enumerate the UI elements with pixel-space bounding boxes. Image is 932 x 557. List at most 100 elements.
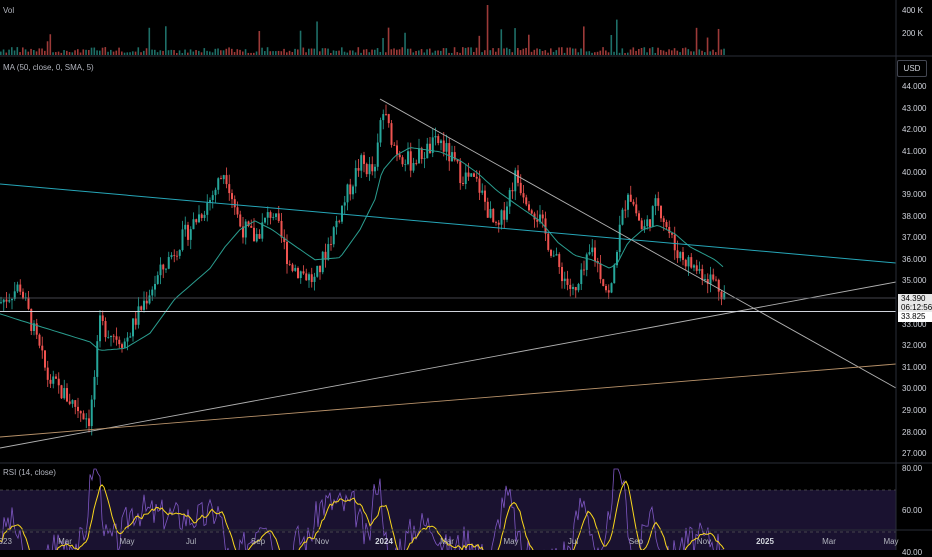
candle-body — [679, 252, 682, 259]
candle-body — [319, 265, 321, 273]
volume-bar — [651, 47, 654, 55]
candle-body — [577, 284, 580, 291]
candle-body — [541, 214, 544, 219]
price-axis-label: 28.000 — [902, 427, 927, 437]
candle-body — [346, 184, 349, 203]
candle-body — [352, 186, 354, 195]
candle-body — [712, 274, 715, 280]
candle-body — [85, 418, 88, 420]
volume-bar — [288, 50, 291, 55]
price-axis-label: 37.000 — [902, 233, 927, 243]
time-axis-label: Nov — [314, 537, 330, 546]
descending-trendline[interactable] — [379, 98, 897, 389]
volume-bar — [137, 47, 140, 55]
volume-bar — [528, 34, 530, 55]
candle-body — [627, 194, 629, 210]
ma50-line[interactable] — [0, 147, 724, 351]
candle-body — [231, 193, 233, 200]
candle-body — [33, 323, 35, 332]
candle-body — [167, 257, 170, 269]
candle-body — [379, 120, 382, 143]
candle-body — [101, 315, 104, 322]
volume-bar — [129, 52, 131, 55]
candle-body — [632, 201, 635, 205]
volume-bar — [602, 47, 604, 55]
candle-body — [297, 267, 299, 278]
candle-body — [145, 300, 148, 304]
volume-pane-title[interactable]: Vol — [3, 6, 15, 15]
volume-bar — [387, 27, 390, 55]
volume-bar — [693, 51, 695, 55]
volume-bar — [214, 48, 217, 55]
volume-bar — [426, 49, 428, 55]
volume-bar — [605, 50, 607, 55]
candle-body — [657, 198, 660, 206]
candle-body — [198, 214, 200, 223]
teal-trendline[interactable] — [0, 183, 897, 264]
candle-body — [159, 264, 162, 276]
volume-bar — [231, 48, 233, 55]
ma-indicator-title[interactable]: MA (50, close, 0, SMA, 5) — [3, 63, 94, 72]
rsi-indicator-title[interactable]: RSI (14, close) — [3, 468, 56, 477]
candle-body — [404, 164, 407, 165]
volume-bar — [635, 50, 637, 55]
volume-bar — [192, 51, 195, 55]
ascending-trendline[interactable] — [0, 281, 897, 449]
candle-body — [497, 222, 500, 225]
volume-bar — [591, 52, 593, 55]
candle-body — [134, 318, 137, 325]
volume-bar — [701, 50, 703, 55]
candle-body — [580, 269, 583, 285]
volume-bar — [324, 48, 327, 55]
rsi-line[interactable] — [0, 468, 724, 550]
currency-button[interactable]: USD — [897, 60, 927, 77]
candle-body — [30, 308, 33, 332]
candle-body — [723, 293, 726, 300]
candle-body — [484, 190, 486, 202]
candle-body — [412, 162, 415, 171]
candle-body — [104, 321, 107, 338]
candle-body — [522, 193, 525, 198]
volume-bar — [668, 49, 670, 55]
volume-bar — [541, 51, 544, 55]
time-axis-label: Jul — [185, 537, 197, 546]
candle-body — [693, 265, 695, 268]
long-support-trendline[interactable] — [0, 363, 897, 438]
volume-bar — [453, 47, 456, 55]
candle-body — [459, 161, 462, 184]
volume-bar — [156, 52, 159, 55]
candle-body — [288, 264, 291, 265]
candle-body — [35, 323, 38, 335]
time-axis-label: May — [119, 537, 135, 546]
volume-axis-label: 400 K — [902, 6, 923, 15]
volume-bar — [382, 37, 384, 55]
volume-bar — [165, 26, 167, 55]
candle-body — [503, 210, 506, 220]
candle-body — [555, 254, 558, 256]
volume-bar — [698, 49, 701, 55]
candle-body — [418, 148, 420, 164]
volume-bar — [332, 50, 335, 55]
candle-body — [569, 284, 572, 289]
volume-bar — [159, 50, 162, 55]
rsi-ma-line[interactable] — [0, 480, 725, 550]
volume-bar — [68, 52, 71, 55]
candle-body — [82, 413, 85, 420]
volume-bar — [470, 47, 472, 55]
price-axis-label: 41.000 — [902, 146, 927, 156]
volume-bar — [706, 37, 709, 55]
candle-body — [467, 172, 470, 177]
candle-body — [602, 279, 605, 287]
volume-bar — [250, 52, 252, 55]
candle-body — [473, 173, 475, 177]
candle-body — [38, 334, 41, 346]
volume-bar — [497, 48, 500, 55]
volume-bar — [38, 48, 41, 55]
candle-body — [536, 219, 539, 222]
candle-body — [420, 148, 423, 160]
volume-bar — [264, 51, 266, 55]
volume-bar — [151, 49, 153, 55]
candle-body — [401, 157, 404, 165]
volume-bar — [536, 48, 538, 55]
